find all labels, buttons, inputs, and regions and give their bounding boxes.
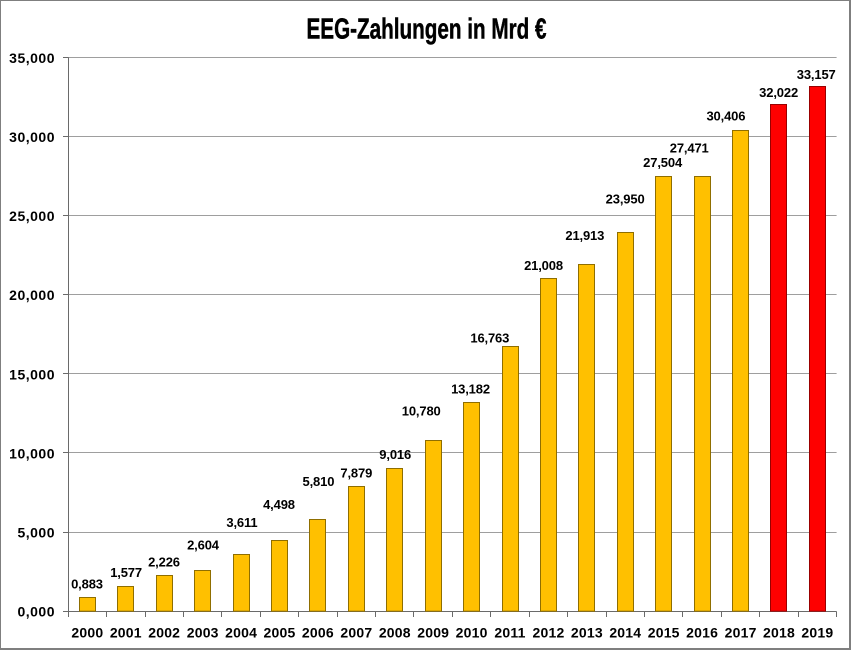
- svg-text:4,498: 4,498: [263, 497, 295, 512]
- svg-text:2019: 2019: [801, 625, 833, 641]
- svg-text:30,000: 30,000: [9, 129, 55, 145]
- svg-text:13,182: 13,182: [451, 382, 490, 397]
- svg-text:16,763: 16,763: [470, 330, 509, 345]
- svg-text:2001: 2001: [110, 625, 142, 641]
- svg-text:2009: 2009: [417, 625, 449, 641]
- svg-text:2,604: 2,604: [187, 538, 220, 553]
- svg-text:20,000: 20,000: [9, 287, 55, 303]
- svg-text:2004: 2004: [225, 625, 257, 641]
- svg-text:7,879: 7,879: [340, 465, 372, 480]
- svg-text:2003: 2003: [187, 625, 219, 641]
- svg-text:32,022: 32,022: [759, 85, 798, 100]
- svg-text:2007: 2007: [340, 625, 372, 641]
- svg-text:2006: 2006: [302, 625, 334, 641]
- svg-text:15,000: 15,000: [9, 366, 55, 382]
- svg-text:2010: 2010: [456, 625, 488, 641]
- svg-text:10,000: 10,000: [9, 445, 55, 461]
- svg-text:23,950: 23,950: [606, 192, 645, 207]
- svg-text:2002: 2002: [148, 625, 180, 641]
- svg-text:0,000: 0,000: [17, 604, 55, 620]
- svg-text:2,226: 2,226: [148, 555, 180, 570]
- svg-text:0,883: 0,883: [71, 576, 103, 591]
- svg-text:25,000: 25,000: [9, 208, 55, 224]
- svg-text:2018: 2018: [763, 625, 795, 641]
- svg-text:EEG-Zahlungen in Mrd €: EEG-Zahlungen in Mrd €: [307, 14, 547, 46]
- svg-text:2017: 2017: [725, 625, 757, 641]
- svg-text:10,780: 10,780: [402, 404, 441, 419]
- svg-text:21,008: 21,008: [524, 258, 563, 273]
- svg-text:5,000: 5,000: [17, 525, 55, 541]
- svg-text:9,016: 9,016: [379, 447, 411, 462]
- svg-text:2008: 2008: [379, 625, 411, 641]
- svg-text:2000: 2000: [71, 625, 103, 641]
- svg-text:27,504: 27,504: [643, 155, 683, 170]
- svg-text:2012: 2012: [533, 625, 565, 641]
- svg-text:1,577: 1,577: [110, 565, 142, 580]
- svg-text:33,157: 33,157: [797, 67, 836, 82]
- svg-text:30,406: 30,406: [706, 109, 745, 124]
- svg-text:2011: 2011: [494, 625, 525, 641]
- svg-text:2005: 2005: [264, 625, 296, 641]
- svg-text:2013: 2013: [571, 625, 603, 641]
- svg-text:5,810: 5,810: [303, 474, 335, 489]
- svg-text:27,471: 27,471: [670, 140, 709, 155]
- svg-text:35,000: 35,000: [9, 50, 55, 66]
- svg-text:3,611: 3,611: [226, 515, 257, 530]
- svg-text:2014: 2014: [609, 625, 641, 641]
- svg-text:2015: 2015: [648, 625, 680, 641]
- svg-text:2016: 2016: [686, 625, 718, 641]
- svg-text:21,913: 21,913: [565, 228, 604, 243]
